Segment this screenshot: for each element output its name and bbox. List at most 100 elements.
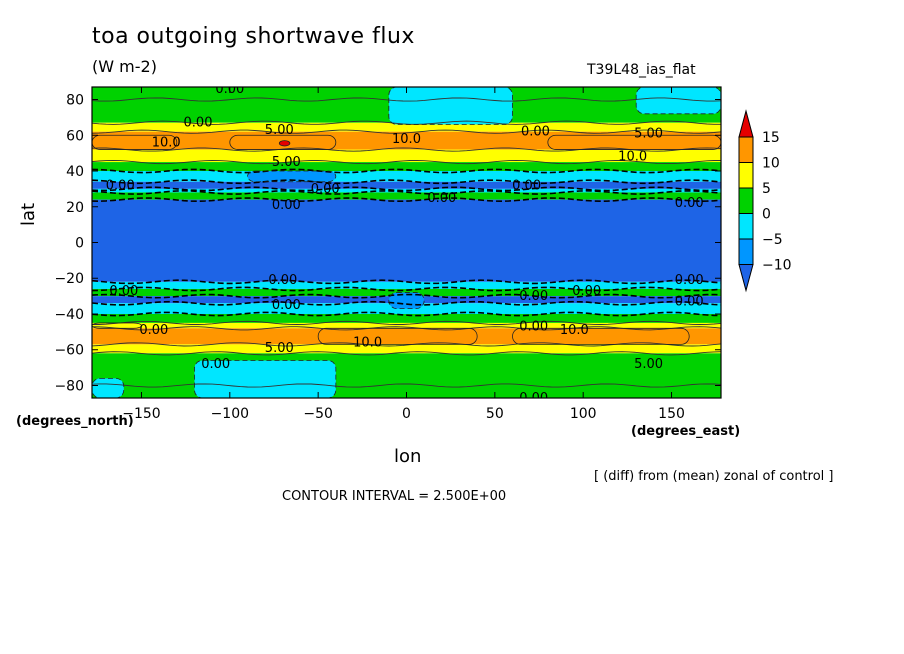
anomaly-patch — [247, 171, 336, 182]
y-tick-label: 40 — [66, 164, 84, 180]
contour-line — [92, 311, 721, 317]
colorbar-segment — [738, 136, 754, 163]
x-tick-label: 0 — [402, 406, 411, 422]
colorbar-segment — [738, 109, 754, 138]
contour-lines — [92, 87, 721, 398]
contour-label: 0.00 — [268, 273, 297, 288]
contour-line — [92, 351, 721, 356]
contour-label: 10.0 — [560, 323, 589, 338]
contour-label: 10.0 — [152, 135, 181, 150]
colorbar-segment — [738, 162, 754, 189]
contour-line — [92, 279, 721, 285]
colorbar-segment — [738, 238, 754, 265]
difference-note: [ (diff) from (mean) zonal of control ] — [594, 469, 834, 484]
contour-line — [229, 134, 337, 150]
x-tick-label: −100 — [211, 406, 249, 422]
anomaly-patch — [92, 135, 177, 150]
contour-label: 0.00 — [675, 273, 704, 288]
y-tick-label: 60 — [66, 128, 84, 144]
anomaly-patch — [388, 87, 513, 125]
chart-units: (W m-2) — [92, 57, 157, 76]
contour-label: 0.00 — [109, 284, 138, 299]
colorbar-label: 10 — [762, 156, 780, 172]
contour-line — [547, 134, 721, 150]
contour-label: 5.00 — [634, 357, 663, 372]
colorbar-label: −5 — [762, 232, 783, 248]
contour-line — [92, 293, 721, 299]
contour-line — [92, 197, 721, 203]
contour-line — [247, 170, 337, 183]
contour-label: 0.00 — [184, 116, 213, 131]
anomaly-patch — [636, 87, 721, 114]
contour-label: 0.00 — [272, 198, 301, 213]
zonal-band — [92, 313, 721, 323]
contour-line — [92, 97, 721, 102]
contour-label: 0.00 — [675, 294, 704, 309]
contour-line — [92, 186, 721, 192]
contour-line — [388, 87, 513, 125]
contour-label: 0.00 — [311, 182, 340, 197]
zonal-band — [92, 192, 721, 200]
anomaly-patch — [279, 140, 290, 146]
contour-line — [92, 322, 142, 329]
anomaly-patch — [92, 322, 142, 329]
contour-line — [92, 129, 721, 134]
y-tick-label: −20 — [54, 271, 84, 287]
anomaly-patch — [547, 135, 721, 150]
zonal-band — [92, 322, 721, 329]
contour-label: 0.00 — [427, 191, 456, 206]
contour-label: 0.00 — [519, 320, 548, 335]
colorbar-label: 15 — [762, 130, 780, 146]
zonal-band — [92, 344, 721, 354]
x-tick-label: 50 — [486, 406, 504, 422]
contour-line — [92, 320, 721, 325]
contour-line — [317, 327, 478, 345]
contour-line — [278, 140, 291, 147]
contour-line — [92, 189, 721, 195]
contour-label: 5.00 — [265, 123, 294, 138]
y-axis-label: lat — [18, 202, 39, 226]
y-tick-label: −60 — [54, 343, 84, 359]
contour-line — [92, 160, 721, 165]
y-tick-label: −80 — [54, 378, 84, 394]
x-tick-label: −150 — [122, 406, 160, 422]
contour-label: 5.00 — [272, 155, 301, 170]
x-tick-label: 150 — [658, 406, 685, 422]
contour-label: 0.00 — [201, 357, 230, 372]
x-unit-label: (degrees_east) — [631, 424, 741, 439]
anomaly-patch — [194, 360, 336, 398]
colorbar-label: −10 — [762, 258, 792, 274]
colorbar-segment — [738, 264, 754, 293]
contour-line — [512, 327, 690, 345]
y-unit-label: (degrees_north) — [16, 414, 134, 429]
zonal-band — [92, 122, 721, 132]
zonal-band — [92, 171, 721, 182]
contour-label: 0.00 — [139, 323, 168, 338]
x-tick-label: 100 — [570, 406, 597, 422]
contour-label: 0.00 — [512, 178, 541, 193]
chart-title: toa outgoing shortwave flux — [92, 24, 415, 49]
contour-label: 0.00 — [106, 178, 135, 193]
anomaly-patch — [92, 378, 124, 398]
contour-line — [92, 168, 721, 174]
zonal-band — [92, 199, 721, 282]
contour-label: 5.00 — [634, 126, 663, 141]
run-label: T39L48_ias_flat — [587, 62, 696, 78]
contour-label: 10.0 — [353, 336, 382, 351]
contour-line — [92, 120, 721, 125]
colorbar-label: 0 — [762, 207, 771, 223]
contour-label: 0.00 — [675, 196, 704, 211]
zonal-band — [92, 162, 721, 172]
anomaly-patch — [318, 328, 478, 345]
contour-line — [92, 179, 721, 185]
colorbar-label: 5 — [762, 181, 771, 197]
contour-label: 10.0 — [392, 132, 421, 147]
contour-label: 0.00 — [519, 289, 548, 304]
contour-interval: CONTOUR INTERVAL = 2.500E+00 — [282, 489, 507, 504]
contour-line — [388, 292, 425, 310]
contour-line — [635, 87, 721, 115]
y-tick-label: 80 — [66, 93, 84, 109]
contour-line — [92, 383, 721, 388]
